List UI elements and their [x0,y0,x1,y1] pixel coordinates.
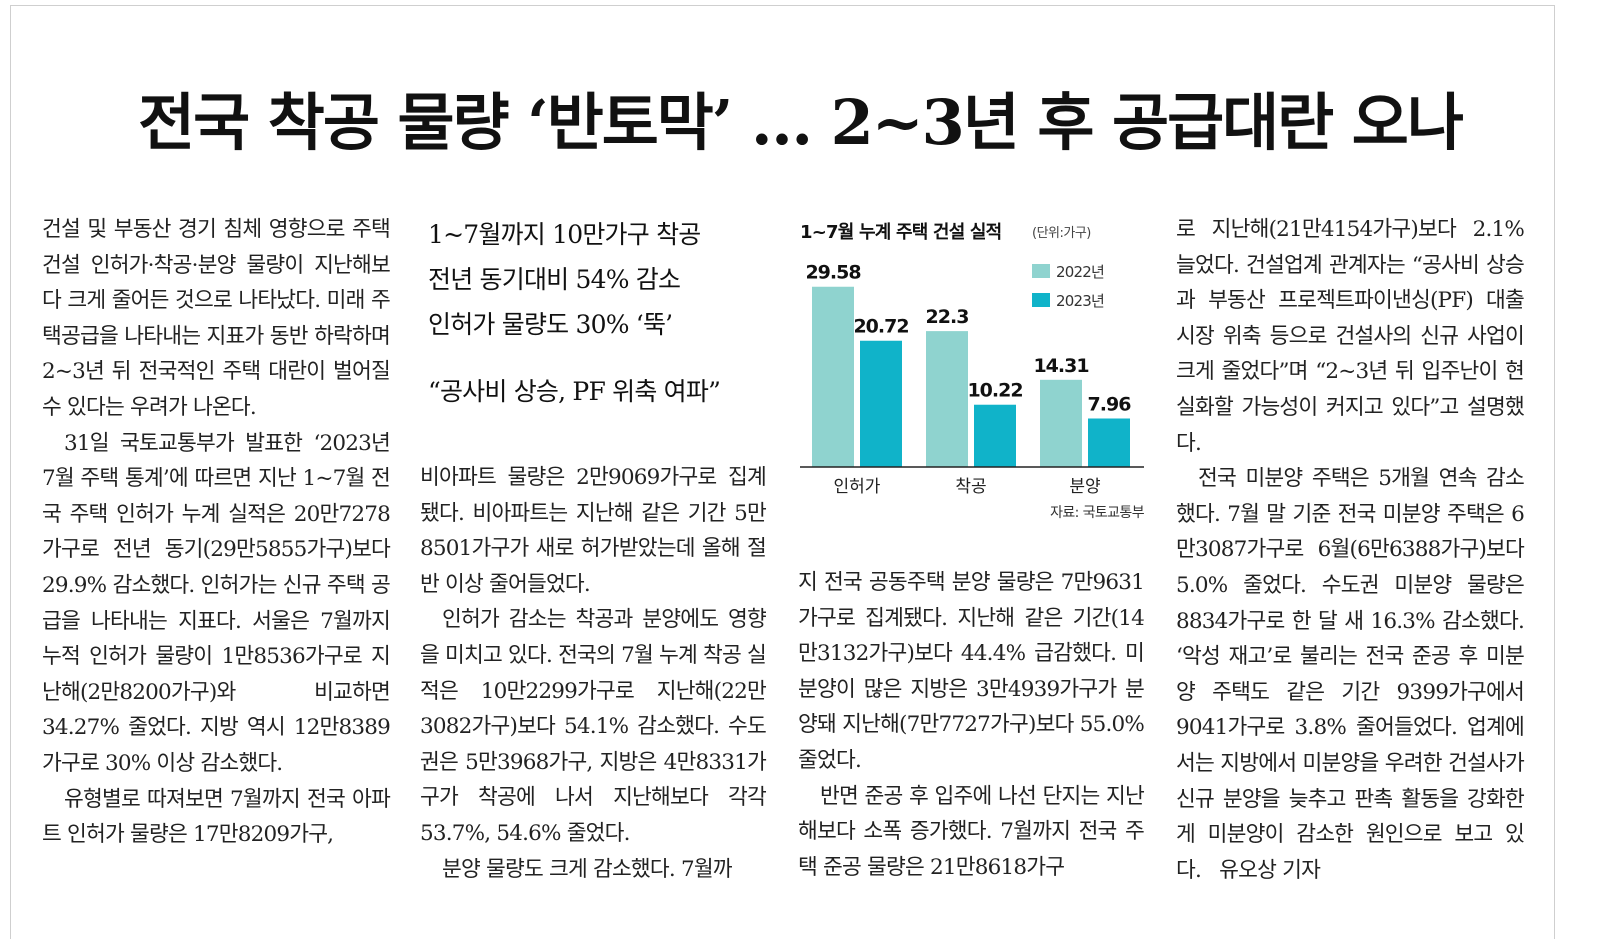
bar-분양-2023년 [1088,418,1130,467]
paragraph: 전국 미분양 주택은 5개월 연속 감소했다. 7월 말 기준 전국 미분양 주… [1176,461,1525,888]
category-label: 분양 [1069,477,1100,497]
paragraph: 유형별로 따져보면 7월까지 전국 아파트 인허가 물량은 17만8209가구, [42,786,391,848]
bar-인허가-2023년 [860,340,902,467]
bar-착공-2022년 [926,331,968,467]
headline: 전국 착공 물량 ‘반토막’ … 2~3년 후 공급대란 오나 [138,86,1464,159]
bar-인허가-2022년 [812,286,854,467]
bar-chart: 29.58 20.72 인허가 22.3 10.22 착공 14.31 7.96 분양 2022년… [796,212,1146,532]
paragraph: 지 전국 공동주택 분양 물량은 7만9631가구로 집계됐다. 지난해 같은 … [798,570,1145,773]
bar-분양-2022년 [1040,379,1082,467]
legend-swatch [1032,264,1050,278]
article-column-4: 로 지난해(21만4154가구)보다 2.1% 늘었다. 건설업계 관계자는 “… [1176,212,1525,888]
paragraph: 건설 및 부동산 경기 침체 영향으로 주택건설 인허가·착공·분양 물량이 지… [42,217,391,420]
category-label: 인허가 [834,477,881,497]
data-label: 7.96 [1088,393,1132,415]
chart-source: 자료: 국토교통부 [1050,505,1145,521]
legend-swatch [1032,293,1050,307]
paragraph: 로 지난해(21만4154가구)보다 2.1% 늘었다. 건설업계 관계자는 “… [1176,217,1525,456]
byline: 유오상 기자 [1219,857,1321,883]
data-label: 14.31 [1033,355,1088,377]
chart-title: 1~7월 누계 주택 건설 실적 [800,222,1002,243]
chart-canvas: 29.58 20.72 인허가 22.3 10.22 착공 14.317.96 분양 2022년… [800,262,1145,521]
category-label: 착공 [955,477,986,497]
paragraph: 31일 국토교통부가 발표한 ‘2023년 7월 주택 통계’에 따르면 지난 … [42,430,391,776]
legend-label: 2022년 [1056,263,1104,281]
subhead-quote: “공사비 상승, PF 위축 여파” [428,377,721,406]
data-label: 10.22 [967,380,1022,402]
subhead-line: 전년 동기대비 54% 감소 [428,265,681,294]
data-label: 20.72 [853,316,908,338]
paragraph: 인허가 감소는 착공과 분양에도 영향을 미치고 있다. 전국의 7월 누계 착… [420,607,767,846]
data-label: 22.3 [926,306,969,328]
paragraph: 분양 물량도 크게 감소했다. 7월까 [442,856,733,882]
data-label: 29.58 [805,262,861,284]
subhead-line: 1~7월까지 10만가구 착공 [428,220,701,249]
paragraph: 비아파트 물량은 2만9069가구로 집계됐다. 비아파트는 지난해 같은 기간… [420,465,767,597]
subhead-line: 인허가 물량도 30% ‘뚝’ [428,310,673,339]
chart-unit: (단위:가구) [1032,226,1091,241]
bar-착공-2023년 [974,404,1016,467]
paragraph: 반면 준공 후 입주에 나선 단지는 지난해보다 소폭 증가했다. 7월까지 전… [798,783,1145,880]
article-column-1: 건설 및 부동산 경기 침체 영향으로 주택건설 인허가·착공·분양 물량이 지… [42,212,391,853]
subheadline: 1~7월까지 10만가구 착공 전년 동기대비 54% 감소 인허가 물량도 3… [428,212,768,414]
legend-label: 2023년 [1056,292,1104,310]
paragraph-text: 전국 미분양 주택은 5개월 연속 감소했다. 7월 말 기준 전국 미분양 주… [1176,466,1525,883]
newspaper-page [10,5,1555,939]
